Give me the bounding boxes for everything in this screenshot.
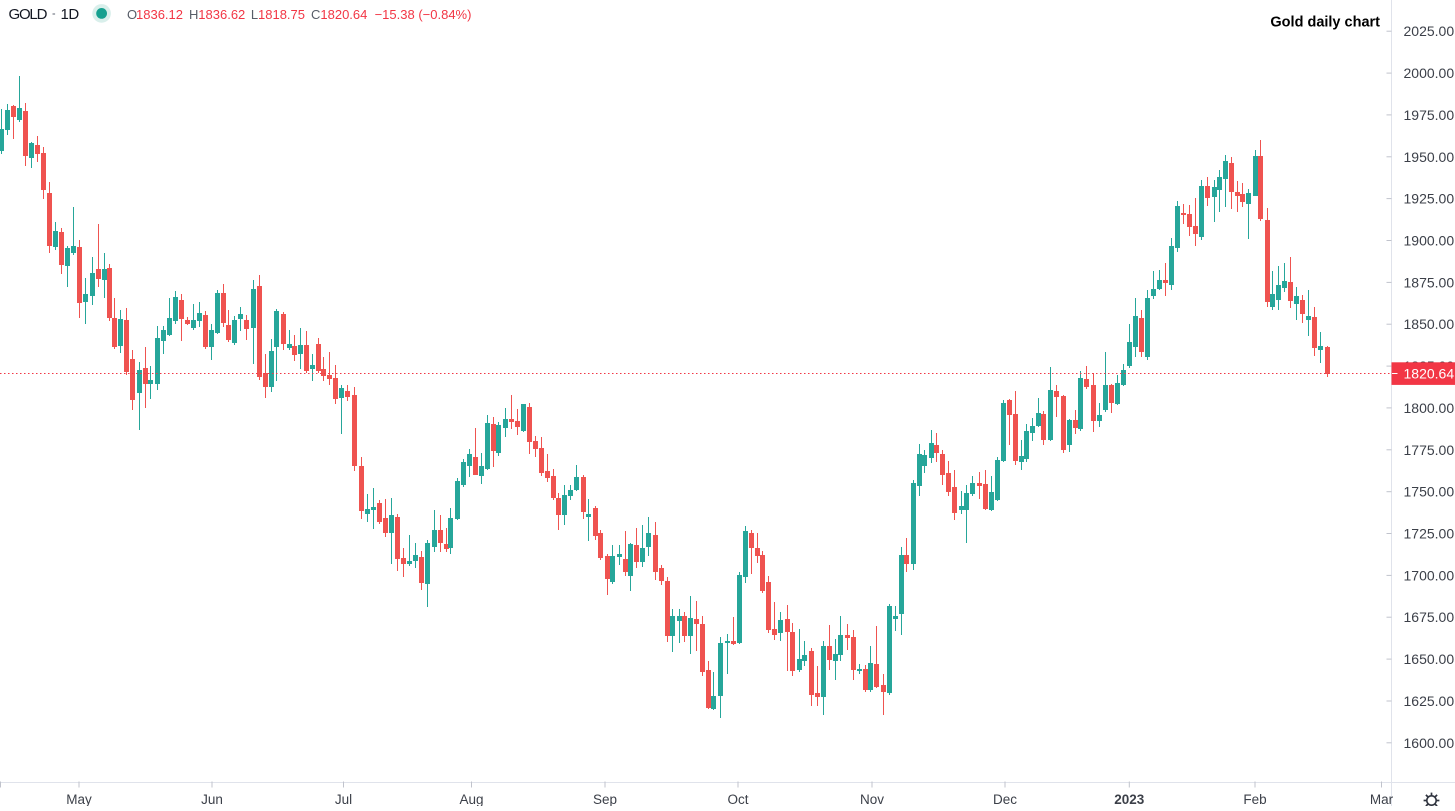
- svg-text:Nov: Nov: [860, 792, 884, 806]
- svg-text:2000.00: 2000.00: [1404, 65, 1455, 81]
- svg-text:1836.62: 1836.62: [198, 7, 245, 22]
- svg-text:1850.00: 1850.00: [1404, 316, 1455, 332]
- svg-text:1D: 1D: [61, 6, 80, 23]
- svg-text:1775.00: 1775.00: [1404, 442, 1455, 458]
- svg-text:1925.00: 1925.00: [1404, 191, 1455, 207]
- svg-text:1975.00: 1975.00: [1404, 107, 1455, 123]
- svg-text:1820.64: 1820.64: [320, 7, 367, 22]
- svg-text:H: H: [189, 7, 198, 22]
- svg-text:1725.00: 1725.00: [1404, 526, 1455, 542]
- svg-text:C: C: [311, 7, 320, 22]
- svg-text:Mar: Mar: [1370, 792, 1394, 806]
- svg-text:1700.00: 1700.00: [1404, 567, 1455, 583]
- svg-text:1900.00: 1900.00: [1404, 233, 1455, 249]
- svg-text:1675.00: 1675.00: [1404, 609, 1455, 625]
- svg-text:Gold daily chart: Gold daily chart: [1270, 15, 1380, 31]
- svg-text:1818.75: 1818.75: [258, 7, 305, 22]
- svg-text:2023: 2023: [1114, 792, 1145, 806]
- svg-text:1800.00: 1800.00: [1404, 400, 1455, 416]
- svg-text:1750.00: 1750.00: [1404, 484, 1455, 500]
- svg-text:1625.00: 1625.00: [1404, 693, 1455, 709]
- svg-text:1820.64: 1820.64: [1404, 365, 1455, 381]
- svg-text:Oct: Oct: [727, 792, 748, 806]
- svg-text:Jul: Jul: [335, 792, 352, 806]
- svg-text:Feb: Feb: [1243, 792, 1266, 806]
- svg-text:1600.00: 1600.00: [1404, 735, 1455, 751]
- svg-text:1950.00: 1950.00: [1404, 149, 1455, 165]
- svg-text:1875.00: 1875.00: [1404, 274, 1455, 290]
- svg-text:May: May: [66, 792, 92, 806]
- svg-text:1836.12: 1836.12: [136, 7, 183, 22]
- svg-text:2025.00: 2025.00: [1404, 23, 1455, 39]
- svg-text:Jun: Jun: [201, 792, 223, 806]
- svg-text:GOLD: GOLD: [9, 6, 48, 23]
- svg-text:−15.38 (−0.84%): −15.38 (−0.84%): [375, 7, 472, 22]
- svg-text:1650.00: 1650.00: [1404, 651, 1455, 667]
- svg-text:Dec: Dec: [993, 792, 1017, 806]
- svg-text:Sep: Sep: [593, 792, 617, 806]
- svg-text:Aug: Aug: [459, 792, 483, 806]
